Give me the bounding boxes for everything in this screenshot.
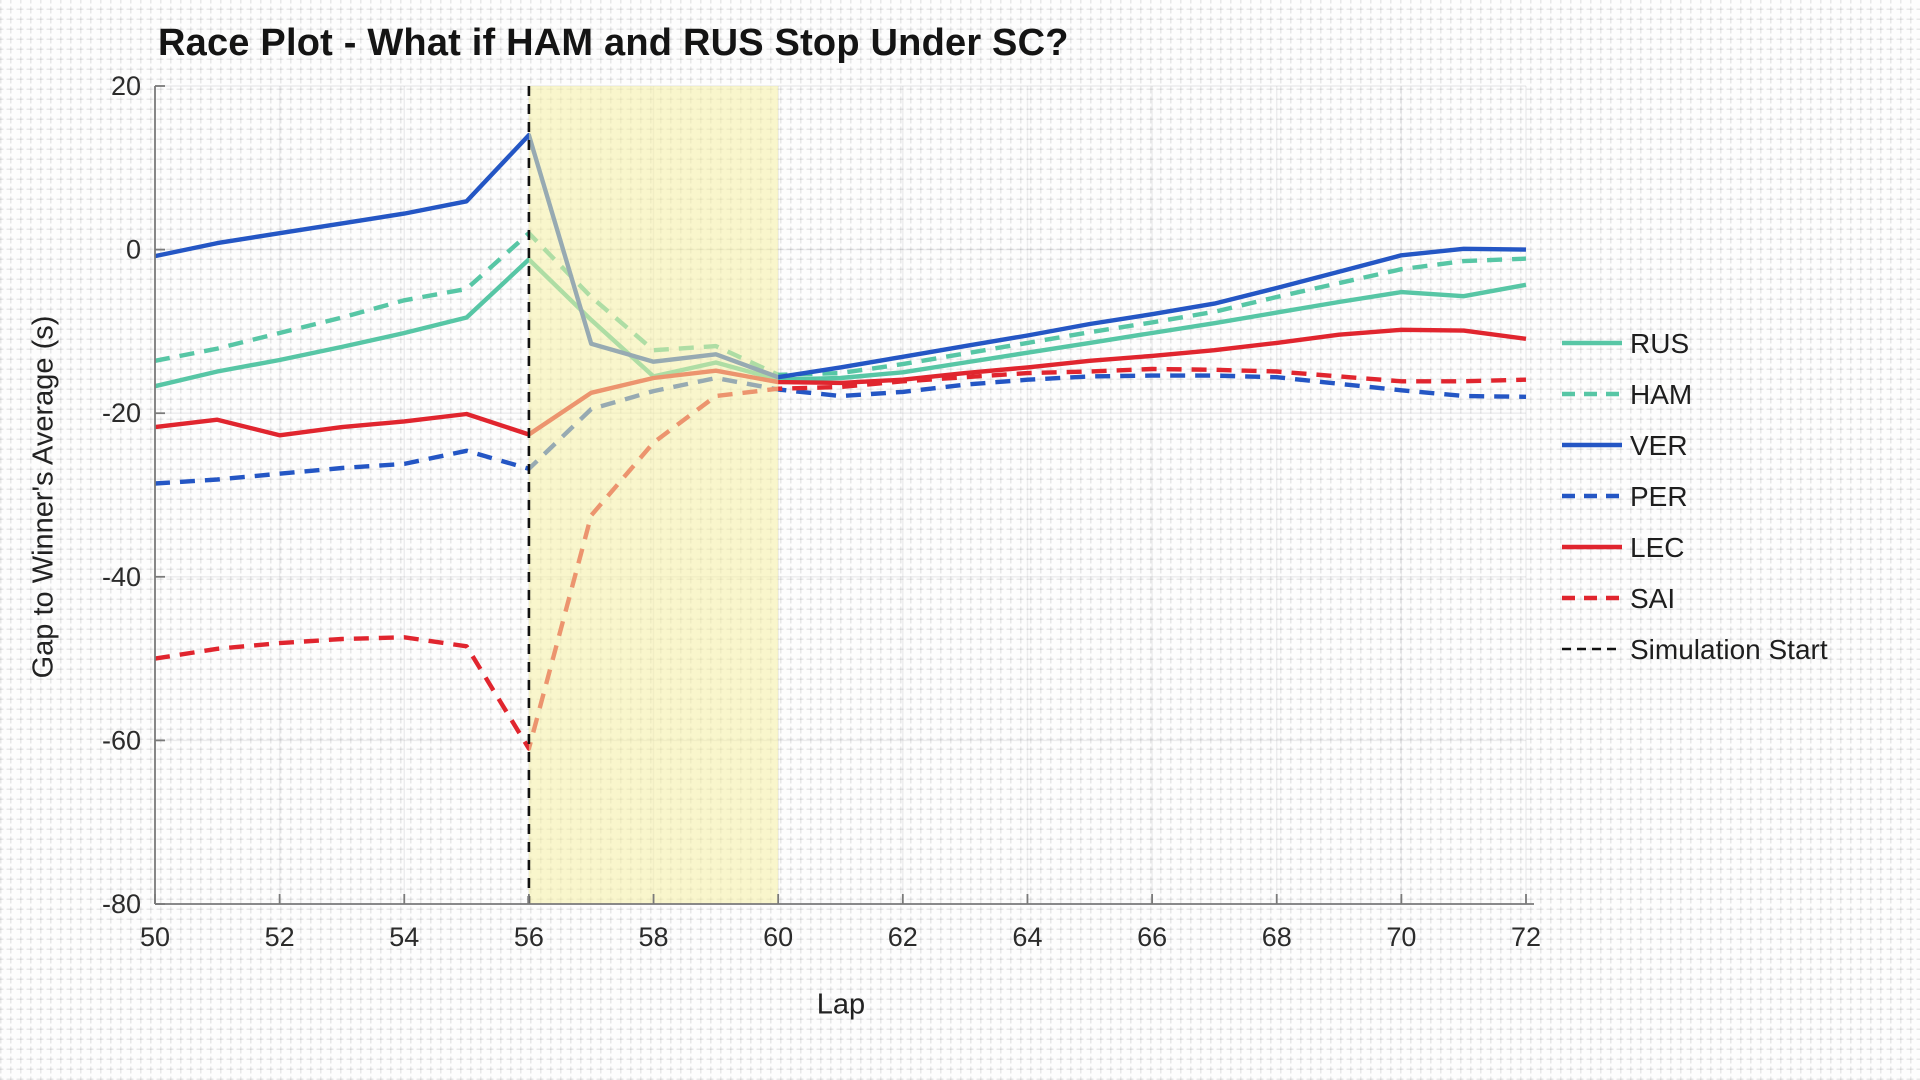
series-line-rus xyxy=(154,257,1527,389)
legend-item-lec: LEC xyxy=(1562,532,1684,563)
legend-label: SAI xyxy=(1630,583,1675,614)
x-tick-label: 72 xyxy=(1511,922,1541,952)
series-line-lec xyxy=(154,327,1527,438)
x-tick-label: 58 xyxy=(639,922,669,952)
x-tick-label: 66 xyxy=(1137,922,1167,952)
legend: RUS HAM VER PER LEC SAI Simulation Start xyxy=(1562,328,1828,665)
series-line-ham xyxy=(154,230,1527,377)
x-tick-label: 56 xyxy=(514,922,544,952)
x-tick-label: 70 xyxy=(1386,922,1416,952)
x-tick-label: 52 xyxy=(265,922,295,952)
legend-item-rus: RUS xyxy=(1562,328,1689,359)
y-tick-label: -40 xyxy=(102,562,141,592)
x-tick-label: 62 xyxy=(888,922,918,952)
plot-grid xyxy=(154,85,1527,905)
y-tick-label: -80 xyxy=(102,889,141,919)
x-tick-label: 68 xyxy=(1262,922,1292,952)
y-tick-label: -20 xyxy=(102,398,141,428)
legend-item-ham: HAM xyxy=(1562,379,1692,410)
legend-item-simulation-start: Simulation Start xyxy=(1562,634,1828,665)
x-tick-label: 54 xyxy=(389,922,419,952)
x-tick-label: 50 xyxy=(140,922,170,952)
legend-label: LEC xyxy=(1630,532,1684,563)
legend-item-per: PER xyxy=(1562,481,1688,512)
x-axis-label: Lap xyxy=(816,988,866,1021)
legend-label: Simulation Start xyxy=(1630,634,1828,665)
axes xyxy=(154,85,1534,905)
x-tick-label: 60 xyxy=(763,922,793,952)
y-tick-label: -60 xyxy=(102,725,141,755)
legend-label: RUS xyxy=(1630,328,1689,359)
y-tick-label: 0 xyxy=(126,235,141,265)
legend-item-sai: SAI xyxy=(1562,583,1675,614)
x-tick-label: 64 xyxy=(1012,922,1042,952)
y-tick-label: 20 xyxy=(111,71,141,101)
safety-car-band xyxy=(528,86,779,904)
legend-label: VER xyxy=(1630,430,1688,461)
series-line-sai xyxy=(154,366,1527,751)
legend-label: HAM xyxy=(1630,379,1692,410)
legend-label: PER xyxy=(1630,481,1688,512)
chart-title: Race Plot - What if HAM and RUS Stop Und… xyxy=(158,21,1069,64)
legend-item-ver: VER xyxy=(1562,430,1688,461)
series-lines xyxy=(154,132,1527,751)
series-line-per xyxy=(154,373,1527,486)
series-line-ver xyxy=(154,132,1527,380)
